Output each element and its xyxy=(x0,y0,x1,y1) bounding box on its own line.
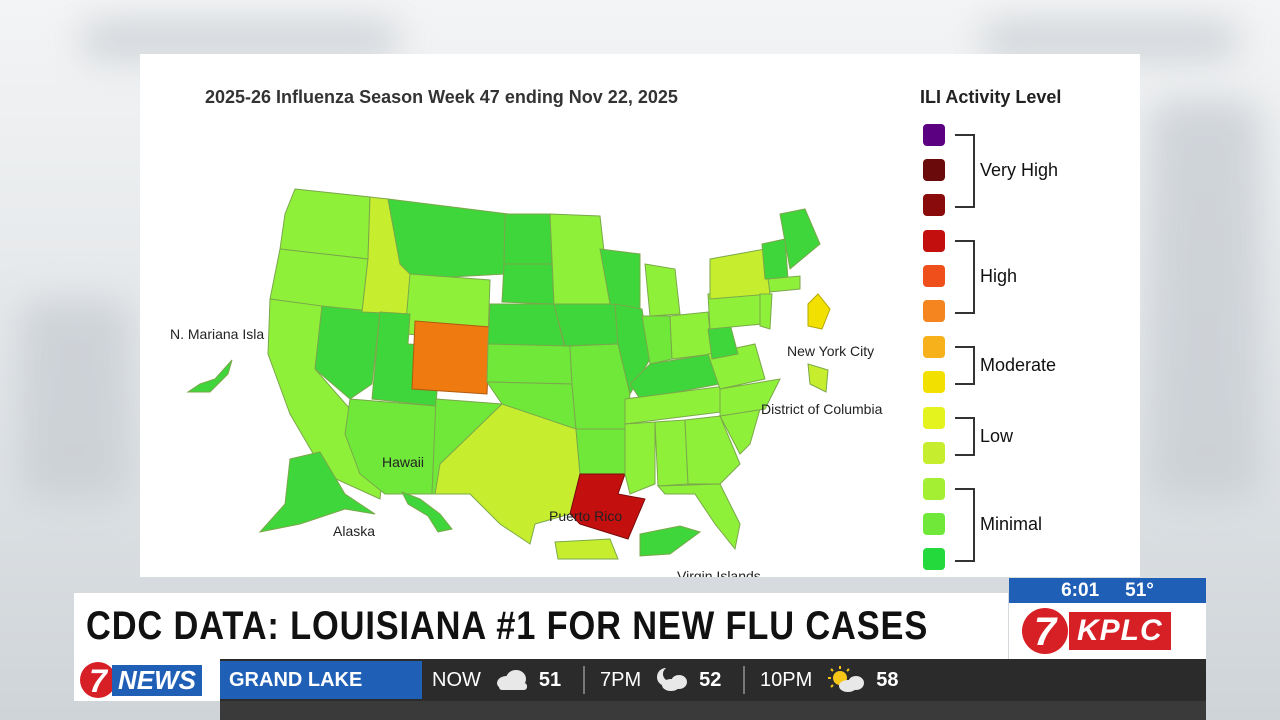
weather-now-temp: 51 xyxy=(538,668,562,691)
state-north-carolina xyxy=(719,378,781,417)
state-alaska xyxy=(258,451,376,533)
legend-swatch-very-high-2 xyxy=(923,159,945,181)
station-logo: 7 KPLC xyxy=(1009,603,1206,659)
legend-label-very-high: Very High xyxy=(980,160,1059,180)
headline-bar: CDC DATA: LOUISIANA #1 FOR NEW FLU CASES xyxy=(74,593,1008,659)
state-hawaii xyxy=(400,491,453,533)
legend-bracket-high xyxy=(955,240,975,314)
weather-now: NOW 51 xyxy=(432,661,561,699)
state-georgia xyxy=(684,415,741,485)
legend-swatch-minimal-3 xyxy=(923,548,945,570)
legend-swatch-very-high-1 xyxy=(923,124,945,146)
label-nyc: New York City xyxy=(787,343,875,359)
legend-swatch-moderate-2 xyxy=(923,371,945,393)
legend-swatch-moderate-1 xyxy=(923,336,945,358)
ticker-separator xyxy=(743,666,745,694)
state-montana xyxy=(387,198,509,280)
territory-nyc xyxy=(807,293,831,330)
location-label: GRAND LAKE xyxy=(220,661,422,699)
seven-news-logo-icon: 7 xyxy=(80,662,116,699)
cloud-icon xyxy=(496,670,527,690)
news-label: NEWS xyxy=(112,664,202,696)
weather-7pm: 7PM 52 xyxy=(600,661,721,699)
map-title: 2025-26 Influenza Season Week 47 ending … xyxy=(205,87,678,107)
legend-label-high: High xyxy=(980,266,1018,286)
news-logo: 7 NEWS xyxy=(74,659,220,701)
state-nebraska xyxy=(487,303,566,350)
state-alabama xyxy=(654,419,689,487)
territory-mariana xyxy=(186,359,233,393)
state-south-dakota xyxy=(501,263,555,305)
state-mississippi xyxy=(624,421,656,495)
state-massachusetts xyxy=(767,275,801,293)
ticker-bottom-band xyxy=(220,701,1206,720)
weather-now-label: NOW xyxy=(432,668,481,691)
ticker-separator xyxy=(583,666,585,694)
weather-10pm-temp: 58 xyxy=(876,668,899,691)
legend-swatch-minimal-1 xyxy=(923,478,945,500)
svg-text:7: 7 xyxy=(89,663,109,699)
legend-label-minimal: Minimal xyxy=(980,514,1043,534)
station-name: KPLC xyxy=(1069,612,1171,650)
legend-title: ILI Activity Level xyxy=(920,87,1062,107)
state-kansas xyxy=(486,343,573,385)
moon-cloud-icon xyxy=(657,667,688,691)
legend-swatch-minimal-2 xyxy=(923,513,945,535)
legend-swatch-high-3 xyxy=(923,300,945,322)
legend-bracket-very-high xyxy=(955,134,975,208)
territory-dc xyxy=(807,363,829,393)
legend-swatch-high-2 xyxy=(923,265,945,287)
legend-swatch-low-2 xyxy=(923,442,945,464)
legend-label-moderate: Moderate xyxy=(980,355,1057,375)
sun-cloud-icon xyxy=(828,666,865,692)
weather-7pm-label: 7PM xyxy=(600,668,642,691)
label-dc: District of Columbia xyxy=(761,401,883,417)
svg-text:7: 7 xyxy=(1034,610,1058,654)
time-temp-box: 6:01 51° xyxy=(1009,578,1206,603)
flu-map-panel: 2025-26 Influenza Season Week 47 ending … xyxy=(140,54,1140,577)
us-flu-map xyxy=(186,188,831,560)
state-new-jersey xyxy=(759,293,773,330)
state-washington xyxy=(279,188,371,260)
legend-bracket-moderate xyxy=(955,346,975,385)
label-alaska: Alaska xyxy=(333,523,376,539)
state-arkansas xyxy=(575,428,626,475)
state-north-dakota xyxy=(503,213,553,265)
state-louisiana xyxy=(569,473,646,540)
state-minnesota xyxy=(549,213,611,305)
clock-time: 6:01 xyxy=(1061,579,1100,601)
state-vermont-nh xyxy=(761,238,789,280)
state-iowa xyxy=(553,303,619,347)
label-mariana: N. Mariana Isla xyxy=(170,326,265,342)
territory-virgin-islands xyxy=(639,525,702,557)
legend-bracket-low xyxy=(955,417,975,456)
label-hawaii: Hawaii xyxy=(382,454,425,470)
territory-puerto-rico xyxy=(554,538,619,560)
state-florida xyxy=(656,483,741,551)
seven-logo-icon: 7 xyxy=(1022,608,1068,654)
state-michigan xyxy=(644,263,681,317)
label-puerto-rico: Puerto Rico xyxy=(549,508,623,524)
weather-7pm-temp: 52 xyxy=(699,668,722,691)
legend-bracket-minimal xyxy=(955,488,975,562)
legend-swatch-low-1 xyxy=(923,407,945,429)
legend-label-low: Low xyxy=(980,426,1014,446)
headline: CDC DATA: LOUISIANA #1 FOR NEW FLU CASES xyxy=(86,603,929,648)
current-temp: 51° xyxy=(1125,579,1154,601)
legend-swatch-very-high-3 xyxy=(923,194,945,216)
label-virgin-islands: Virgin Islands xyxy=(677,568,761,577)
legend-swatch-high-1 xyxy=(923,230,945,252)
state-maine xyxy=(779,208,821,270)
weather-10pm-label: 10PM xyxy=(760,668,813,691)
weather-10pm: 10PM 58 xyxy=(760,661,899,699)
state-ohio xyxy=(669,311,713,360)
state-colorado xyxy=(411,320,491,395)
state-new-york xyxy=(709,248,771,300)
